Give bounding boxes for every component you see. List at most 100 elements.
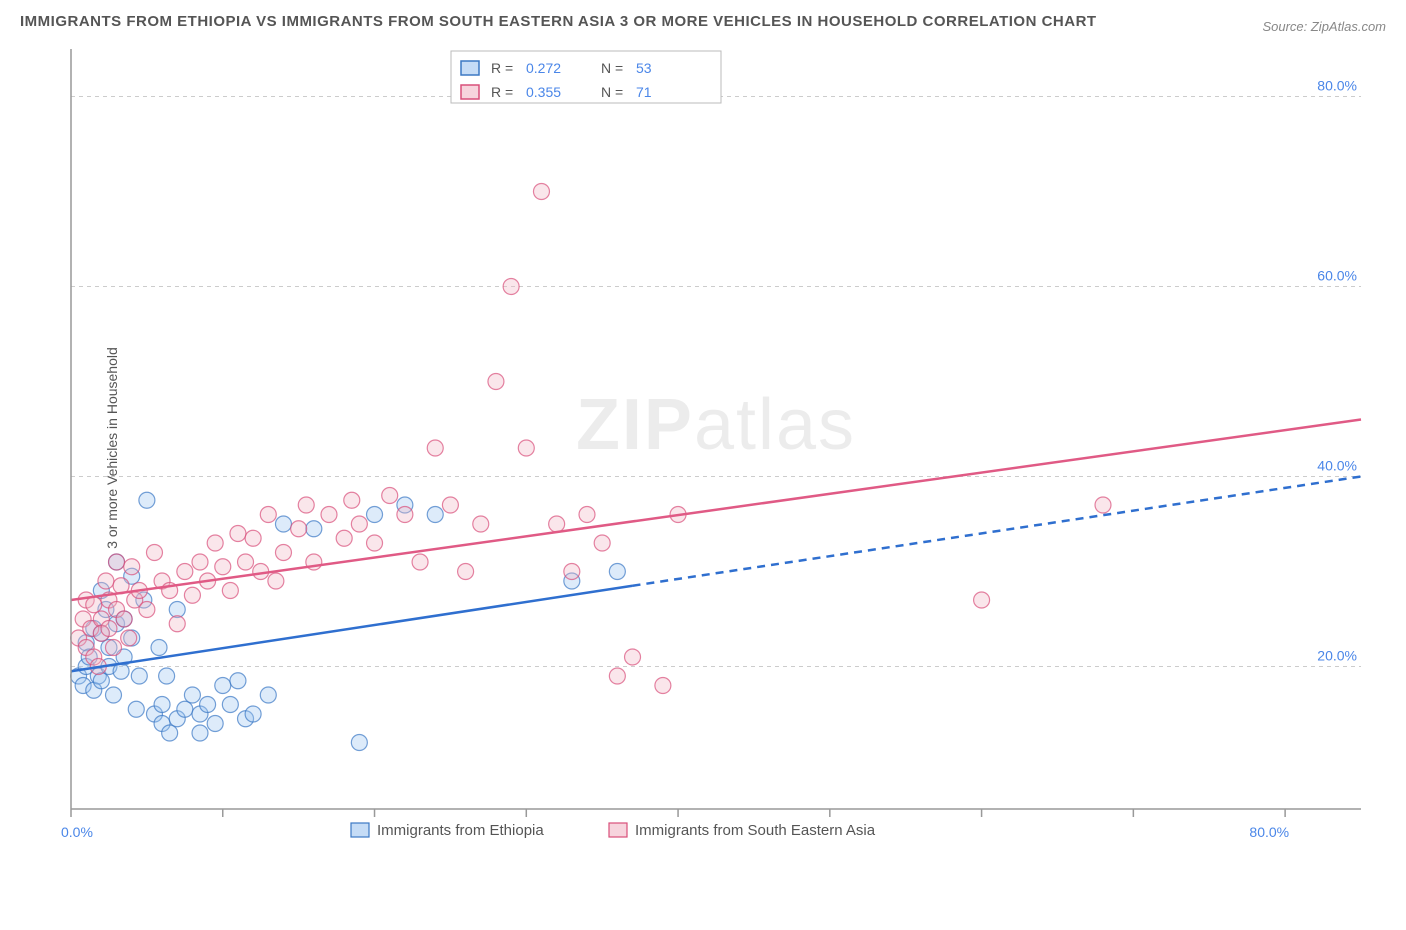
- data-point: [291, 521, 307, 537]
- data-point: [336, 530, 352, 546]
- data-point: [192, 725, 208, 741]
- data-point: [579, 507, 595, 523]
- data-point: [177, 564, 193, 580]
- source-label: Source: ZipAtlas.com: [1262, 19, 1386, 34]
- data-point: [192, 554, 208, 570]
- data-point: [275, 516, 291, 532]
- data-point: [159, 668, 175, 684]
- data-point: [146, 545, 162, 561]
- data-point: [154, 697, 170, 713]
- data-point: [367, 535, 383, 551]
- legend-r-value: 0.272: [526, 60, 561, 76]
- legend-r-label: R =: [491, 60, 513, 76]
- bottom-legend-label: Immigrants from South Eastern Asia: [635, 822, 876, 839]
- data-point: [609, 564, 625, 580]
- data-point: [427, 507, 443, 523]
- data-point: [116, 611, 132, 627]
- data-point: [98, 573, 114, 589]
- data-point: [533, 184, 549, 200]
- data-point: [105, 640, 121, 656]
- data-point: [139, 492, 155, 508]
- data-point: [260, 687, 276, 703]
- data-point: [200, 697, 216, 713]
- legend-n-label: N =: [601, 84, 623, 100]
- data-point: [298, 497, 314, 513]
- trend-line: [71, 586, 633, 672]
- data-point: [306, 521, 322, 537]
- y-tick-label: 60.0%: [1317, 268, 1357, 284]
- data-point: [139, 602, 155, 618]
- data-point: [131, 668, 147, 684]
- data-point: [488, 374, 504, 390]
- y-tick-label: 80.0%: [1317, 78, 1357, 94]
- data-point: [128, 701, 144, 717]
- data-point: [121, 630, 137, 646]
- data-point: [230, 673, 246, 689]
- data-point: [442, 497, 458, 513]
- data-point: [177, 701, 193, 717]
- data-point: [222, 583, 238, 599]
- data-point: [268, 573, 284, 589]
- data-point: [86, 597, 102, 613]
- data-point: [351, 516, 367, 532]
- data-point: [344, 492, 360, 508]
- legend-n-value: 71: [636, 84, 652, 100]
- data-point: [367, 507, 383, 523]
- legend-n-label: N =: [601, 60, 623, 76]
- data-point: [109, 554, 125, 570]
- data-point: [351, 735, 367, 751]
- data-point: [382, 488, 398, 504]
- data-point: [238, 554, 254, 570]
- data-point: [207, 535, 223, 551]
- bottom-legend-label: Immigrants from Ethiopia: [377, 822, 544, 839]
- data-point: [207, 716, 223, 732]
- legend-n-value: 53: [636, 60, 652, 76]
- chart-container: 3 or more Vehicles in Household 20.0%40.…: [20, 38, 1386, 858]
- data-point: [105, 687, 121, 703]
- data-point: [458, 564, 474, 580]
- legend-swatch: [461, 61, 479, 75]
- data-point: [321, 507, 337, 523]
- trend-line-dashed: [633, 477, 1361, 586]
- data-point: [655, 678, 671, 694]
- data-point: [169, 602, 185, 618]
- data-point: [518, 440, 534, 456]
- data-point: [564, 564, 580, 580]
- data-point: [397, 507, 413, 523]
- legend-swatch: [461, 85, 479, 99]
- data-point: [151, 640, 167, 656]
- data-point: [503, 279, 519, 295]
- data-point: [974, 592, 990, 608]
- bottom-legend-swatch: [609, 823, 627, 837]
- data-point: [549, 516, 565, 532]
- data-point: [215, 678, 231, 694]
- data-point: [222, 697, 238, 713]
- bottom-legend-swatch: [351, 823, 369, 837]
- scatter-chart: 20.0%40.0%60.0%80.0%ZIPatlas0.0%80.0%R =…: [21, 39, 1387, 859]
- data-point: [473, 516, 489, 532]
- y-tick-label: 20.0%: [1317, 648, 1357, 664]
- data-point: [101, 621, 117, 637]
- data-point: [625, 649, 641, 665]
- data-point: [1095, 497, 1111, 513]
- data-point: [169, 616, 185, 632]
- y-tick-label: 40.0%: [1317, 458, 1357, 474]
- data-point: [594, 535, 610, 551]
- data-point: [245, 530, 261, 546]
- data-point: [245, 706, 261, 722]
- watermark: ZIPatlas: [576, 385, 856, 465]
- data-point: [184, 687, 200, 703]
- data-point: [124, 559, 140, 575]
- data-point: [230, 526, 246, 542]
- data-point: [412, 554, 428, 570]
- data-point: [609, 668, 625, 684]
- data-point: [162, 725, 178, 741]
- legend-r-value: 0.355: [526, 84, 561, 100]
- header-row: IMMIGRANTS FROM ETHIOPIA VS IMMIGRANTS F…: [20, 10, 1386, 34]
- data-point: [184, 587, 200, 603]
- chart-title: IMMIGRANTS FROM ETHIOPIA VS IMMIGRANTS F…: [20, 10, 1097, 34]
- x-tick-label: 80.0%: [1249, 824, 1289, 840]
- data-point: [215, 559, 231, 575]
- data-point: [427, 440, 443, 456]
- data-point: [93, 673, 109, 689]
